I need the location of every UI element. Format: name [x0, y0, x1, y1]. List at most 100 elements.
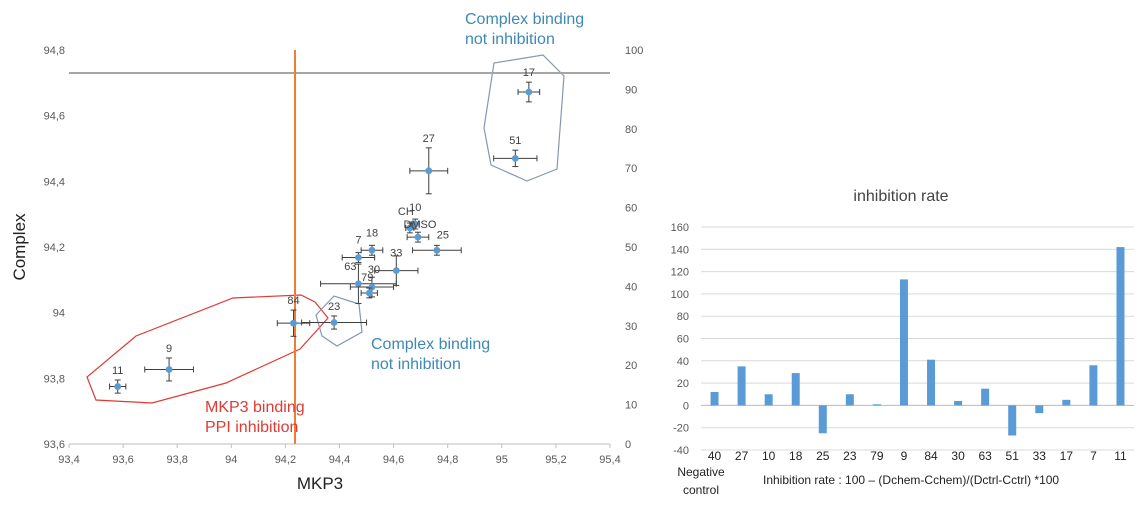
y-tick-label: 40: [677, 356, 689, 368]
y-axis-title: Complex: [10, 213, 29, 281]
annotation-top-line2: not inhibition: [465, 31, 555, 48]
point-label: 63: [344, 261, 356, 273]
point-marker: [330, 319, 338, 326]
bar-9: [899, 279, 908, 406]
y-tick-label: 100: [671, 289, 689, 301]
point-marker: [368, 246, 376, 254]
data-point-33: 33: [374, 248, 419, 286]
y-tick-label: 94: [53, 308, 65, 320]
secondary-y-tick-label: 10: [625, 400, 637, 412]
bar-7: [1089, 365, 1098, 406]
secondary-y-tick-label: 50: [625, 242, 637, 254]
point-label: 25: [437, 229, 449, 241]
y-tick-label: -20: [673, 423, 689, 435]
point-marker: [165, 366, 173, 373]
secondary-y-tick-label: 40: [625, 281, 637, 293]
point-marker: [525, 88, 533, 96]
x-tick-label: 84: [924, 449, 938, 463]
bar-chart: inhibition rate -40 -20 0 20 40 60 80 100 120 140…: [671, 188, 1134, 497]
bar-30: [954, 400, 963, 406]
annotation-red-line2: PPI inhibition: [205, 419, 298, 436]
point-label: 9: [166, 343, 172, 355]
secondary-y-tick-label: 60: [625, 203, 637, 215]
data-point-CH: CH: [398, 206, 415, 234]
point-label: 18: [366, 227, 378, 239]
bar-18: [791, 373, 800, 406]
secondary-y-tick-label: 100: [625, 45, 643, 57]
footnote-control: control: [683, 483, 719, 497]
secondary-y-tick-label: 30: [625, 321, 637, 333]
x-tick-label: 10: [762, 449, 776, 463]
point-marker: [425, 167, 433, 175]
point-marker: [392, 267, 400, 275]
point-marker: [290, 319, 297, 327]
point-marker: [365, 289, 373, 297]
x-tick-label: 93,4: [58, 454, 79, 466]
data-point-10: 10: [409, 202, 421, 230]
data-point-17: 17: [517, 67, 541, 103]
x-tick-label: 93,6: [112, 454, 133, 466]
blue-hull-upper: [483, 54, 565, 182]
point-marker: [355, 254, 362, 261]
y-tick-label: 94,4: [44, 176, 65, 188]
data-point-23: 23: [301, 301, 368, 330]
point-marker: [114, 383, 122, 390]
y-tick-label: 93,6: [44, 439, 65, 451]
red-hull: [86, 294, 329, 404]
point-marker: [433, 246, 441, 254]
data-point-30: 30: [349, 264, 395, 298]
x-axis-title: MKP3: [297, 474, 343, 493]
bar-33: [1035, 405, 1044, 414]
point-marker: [355, 280, 362, 288]
point-label: 51: [509, 135, 521, 147]
y-tick-label: 94,6: [44, 111, 65, 123]
data-point-DMSO: DMSO: [403, 219, 437, 243]
secondary-y-tick-label: 80: [625, 124, 637, 136]
data-point-25: 25: [412, 229, 462, 256]
point-label: 11: [112, 365, 123, 377]
data-point-51: 51: [493, 135, 538, 168]
y-tick-label: 94,8: [44, 45, 65, 57]
x-tick-label: 51: [1006, 449, 1020, 463]
bar-40: [710, 392, 719, 406]
secondary-y-tick-label: 20: [625, 360, 637, 372]
x-tick-label: 11: [1114, 449, 1127, 463]
footnote-negative: Negative: [677, 465, 725, 479]
annotation-mid-line1: Complex binding: [371, 336, 490, 353]
bar-63: [981, 388, 990, 406]
x-tick-label: 95,2: [545, 454, 566, 466]
bar-10: [764, 394, 773, 406]
bar-chart-title: inhibition rate: [853, 188, 948, 205]
data-point-79: 79: [360, 272, 378, 299]
point-marker: [414, 233, 422, 241]
bar-23: [845, 394, 854, 406]
x-tick-label: 94,4: [329, 454, 350, 466]
x-tick-label: 94,6: [383, 454, 404, 466]
point-label: 79: [361, 272, 373, 284]
data-point-84: 84: [276, 295, 311, 337]
x-tick-label: 95,4: [599, 454, 620, 466]
data-point-27: 27: [409, 133, 449, 195]
x-tick-label: 7: [1090, 449, 1097, 463]
x-tick-label: 94: [225, 454, 237, 466]
data-point-9: 9: [144, 343, 194, 382]
x-tick-label: 30: [951, 449, 965, 463]
x-tick-label: 23: [843, 449, 857, 463]
secondary-y-tick-label: 0: [625, 439, 631, 451]
x-tick-label: 63: [978, 449, 992, 463]
y-tick-label: 160: [671, 222, 689, 234]
bar-51: [1008, 405, 1017, 436]
bar-25: [818, 405, 827, 434]
x-tick-label: 95: [496, 454, 508, 466]
point-label: 7: [355, 235, 361, 247]
bar-27: [737, 366, 746, 406]
annotation-top-line1: Complex binding: [465, 11, 584, 28]
annotation-red-line1: MKP3 binding: [205, 399, 305, 416]
point-marker: [411, 220, 419, 228]
y-tick-label: 140: [671, 244, 689, 256]
x-tick-label: 94,2: [275, 454, 296, 466]
x-tick-label: 27: [735, 449, 749, 463]
x-tick-label: 94,8: [437, 454, 458, 466]
footnote-formula: Inhibition rate : 100 – (Dchem-Cchem)/(D…: [763, 473, 1059, 487]
y-tick-label: 93,8: [44, 373, 65, 385]
